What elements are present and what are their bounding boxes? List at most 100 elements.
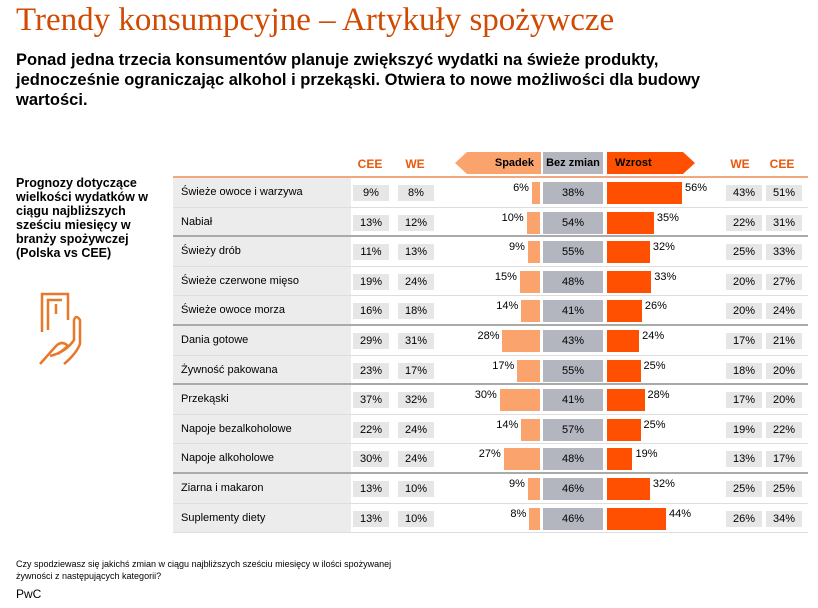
we-right-value: 13% bbox=[726, 451, 762, 468]
table-row: Przekąski 37% 32% 17% 20% 30% 41% 28% bbox=[173, 385, 808, 415]
category-label: Świeże czerwone mięso bbox=[173, 266, 351, 297]
cee-left-value: 37% bbox=[353, 392, 389, 409]
row-divider bbox=[173, 265, 808, 267]
nochange-bar: 55% bbox=[543, 241, 603, 264]
decrease-label: 30% bbox=[474, 389, 497, 402]
decrease-bar bbox=[502, 330, 540, 352]
decrease-bar bbox=[531, 182, 540, 204]
row-divider bbox=[173, 323, 808, 326]
we-left-value: 32% bbox=[398, 392, 434, 409]
decrease-label: 14% bbox=[496, 418, 519, 431]
decrease-bar bbox=[503, 448, 540, 471]
row-divider bbox=[173, 502, 808, 504]
we-right-value: 22% bbox=[726, 214, 762, 231]
increase-bar bbox=[607, 448, 633, 471]
increase-label: 35% bbox=[656, 211, 679, 224]
table-row: Napoje alkoholowe 30% 24% 13% 17% 27% 48% 19% bbox=[173, 444, 808, 474]
category-label: Napoje bezalkoholowe bbox=[173, 414, 351, 445]
we-left-value: 18% bbox=[398, 303, 434, 320]
row-divider bbox=[173, 206, 808, 208]
category-label: Świeży drób bbox=[173, 237, 351, 267]
side-description: Prognozy dotyczące wielkości wydatków w … bbox=[16, 176, 148, 260]
table-row: Nabiał 13% 12% 22% 31% 10% 54% 35% bbox=[173, 207, 808, 238]
header-divider bbox=[173, 176, 808, 178]
cee-left-value: 19% bbox=[353, 273, 389, 290]
increase-bar bbox=[607, 241, 650, 264]
cee-right-value: 27% bbox=[766, 273, 802, 290]
cee-left-value: 16% bbox=[353, 303, 389, 320]
nochange-bar: 41% bbox=[543, 389, 603, 412]
cee-left-value: 13% bbox=[353, 510, 389, 527]
increase-bar bbox=[607, 182, 683, 204]
we-right-value: 43% bbox=[726, 185, 762, 201]
category-label: Świeże owoce i warzywa bbox=[173, 178, 351, 208]
cee-left-value: 11% bbox=[353, 244, 389, 261]
nochange-bar: 55% bbox=[543, 359, 603, 382]
decrease-label: 14% bbox=[496, 300, 519, 313]
page-title: Trendy konsumpcyjne – Artykuły spożywcze bbox=[16, 2, 615, 38]
cee-left-value: 9% bbox=[353, 185, 389, 201]
increase-label: 32% bbox=[652, 478, 675, 490]
decrease-label: 17% bbox=[492, 359, 515, 372]
decrease-bar bbox=[517, 359, 540, 382]
cee-right-value: 25% bbox=[766, 481, 802, 497]
we-right-value: 26% bbox=[726, 510, 762, 527]
increase-label: 33% bbox=[654, 270, 677, 283]
cee-right-value: 51% bbox=[766, 185, 802, 201]
cee-left-value: 29% bbox=[353, 333, 389, 349]
card-in-hand-icon bbox=[39, 292, 82, 365]
table-row: Świeże owoce i warzywa 9% 8% 43% 51% 6% 38% 56% bbox=[173, 178, 808, 208]
decrease-label: 27% bbox=[478, 448, 501, 461]
header-we-right: WE bbox=[730, 157, 750, 171]
increase-bar bbox=[607, 478, 650, 500]
nochange-bar: 43% bbox=[543, 330, 603, 352]
we-right-value: 18% bbox=[726, 362, 762, 379]
we-right-value: 17% bbox=[726, 333, 762, 349]
we-right-value: 17% bbox=[726, 392, 762, 409]
nochange-bar: 41% bbox=[543, 300, 603, 323]
decrease-label: 15% bbox=[494, 270, 517, 283]
row-divider bbox=[173, 354, 808, 356]
category-label: Przekąski bbox=[173, 385, 351, 415]
cee-left-value: 13% bbox=[353, 214, 389, 231]
increase-label: 56% bbox=[685, 182, 708, 194]
decrease-bar bbox=[526, 211, 540, 234]
increase-label: 32% bbox=[652, 241, 675, 254]
decrease-bar bbox=[519, 270, 540, 293]
we-right-value: 20% bbox=[726, 303, 762, 320]
decrease-bar bbox=[521, 418, 540, 441]
cee-left-value: 30% bbox=[353, 451, 389, 468]
row-divider bbox=[173, 295, 808, 297]
increase-label: 25% bbox=[643, 359, 666, 372]
cee-right-value: 24% bbox=[766, 303, 802, 320]
row-divider bbox=[173, 471, 808, 474]
nochange-bar: 54% bbox=[543, 211, 603, 234]
decrease-bar bbox=[499, 389, 540, 412]
decrease-label: 28% bbox=[477, 330, 500, 342]
table-row: Dania gotowe 29% 31% 17% 21% 28% 43% 24% bbox=[173, 326, 808, 356]
increase-bar bbox=[607, 507, 666, 530]
we-left-value: 10% bbox=[398, 510, 434, 527]
decrease-label: 9% bbox=[509, 478, 525, 490]
increase-label: 26% bbox=[644, 300, 667, 313]
we-left-value: 13% bbox=[398, 244, 434, 261]
increase-bar bbox=[607, 300, 642, 323]
cee-right-value: 31% bbox=[766, 214, 802, 231]
we-left-value: 24% bbox=[398, 451, 434, 468]
we-left-value: 8% bbox=[398, 185, 434, 201]
increase-bar bbox=[607, 359, 641, 382]
cee-left-value: 13% bbox=[353, 481, 389, 497]
increase-label: 25% bbox=[643, 418, 666, 431]
category-label: Ziarna i makaron bbox=[173, 474, 351, 504]
decrease-label: 10% bbox=[501, 211, 524, 224]
footnote: Czy spodziewasz się jakichś zmian w ciąg… bbox=[16, 559, 392, 581]
header-increase: Wzrost bbox=[615, 157, 652, 169]
category-label: Dania gotowe bbox=[173, 326, 351, 356]
we-right-value: 19% bbox=[726, 421, 762, 438]
header-cee-right: CEE bbox=[769, 157, 795, 171]
category-label: Żywność pakowana bbox=[173, 355, 351, 386]
we-right-value: 25% bbox=[726, 244, 762, 261]
header-we-left: WE bbox=[405, 157, 425, 171]
cee-right-value: 21% bbox=[766, 333, 802, 349]
we-right-value: 25% bbox=[726, 481, 762, 497]
